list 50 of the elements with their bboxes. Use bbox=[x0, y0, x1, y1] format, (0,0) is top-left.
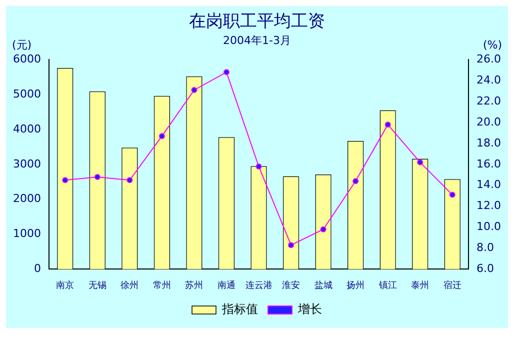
x-tick-label: 南通 bbox=[217, 280, 236, 291]
y2-tick-label: 12.0 bbox=[476, 199, 502, 212]
y2-tick-label: 10.0 bbox=[476, 220, 502, 234]
point bbox=[191, 86, 198, 93]
point bbox=[449, 192, 456, 198]
point bbox=[94, 174, 100, 180]
x-tick-label: 宿迁 bbox=[443, 280, 462, 291]
chart-title: 在岗职工平均工资 bbox=[189, 12, 325, 32]
point bbox=[126, 177, 133, 184]
legend-label: 指标值 bbox=[221, 302, 258, 316]
y-tick-label: 6000 bbox=[12, 52, 41, 66]
x-tick-label: 连云港 bbox=[245, 280, 272, 291]
y-tick-label: 0 bbox=[34, 262, 41, 276]
point bbox=[256, 163, 262, 170]
y-tick-label: 1000 bbox=[12, 227, 41, 240]
point bbox=[417, 159, 424, 166]
y2-tick-label: 24.0 bbox=[476, 73, 502, 86]
y2-axis-title: (%) bbox=[482, 38, 502, 52]
y-tick-label: 3000 bbox=[12, 157, 41, 170]
x-tick-label: 无锡 bbox=[88, 280, 106, 291]
x-tick-label: 徐州 bbox=[120, 280, 139, 291]
x-tick-label: 盐城 bbox=[314, 280, 332, 291]
x-tick-label: 泰州 bbox=[411, 280, 430, 291]
x-tick-label: 淮安 bbox=[282, 280, 300, 291]
point bbox=[158, 133, 165, 140]
y2-tick-label: 22.0 bbox=[476, 94, 502, 108]
y2-tick-label: 16.0 bbox=[476, 157, 502, 170]
y2-tick-label: 26.0 bbox=[476, 52, 502, 66]
x-tick-label: 苏州 bbox=[185, 280, 204, 291]
legend-label: 增长 bbox=[297, 302, 322, 316]
chart-subtitle: 2004年1-3月 bbox=[223, 34, 291, 47]
point bbox=[352, 178, 359, 184]
x-tick-label: 扬州 bbox=[346, 280, 365, 291]
point bbox=[320, 226, 326, 232]
point bbox=[223, 69, 230, 76]
y-tick-label: 5000 bbox=[12, 87, 41, 100]
y2-tick-label: 6.0 bbox=[476, 262, 494, 276]
y2-tick-label: 8.0 bbox=[476, 241, 494, 254]
x-tick-label: 常州 bbox=[152, 280, 171, 291]
point bbox=[384, 122, 391, 128]
y2-tick-label: 20.0 bbox=[476, 115, 502, 128]
y2-tick-label: 14.0 bbox=[476, 178, 502, 192]
x-tick-label: 南京 bbox=[56, 280, 74, 291]
y2-tick-label: 18.0 bbox=[476, 136, 502, 150]
point bbox=[288, 242, 294, 248]
y-tick-label: 2000 bbox=[12, 192, 41, 206]
y-tick-label: 4000 bbox=[12, 122, 41, 136]
x-tick-label: 镇江 bbox=[378, 280, 397, 291]
point bbox=[62, 177, 68, 184]
y-axis-title: (元) bbox=[12, 38, 32, 52]
